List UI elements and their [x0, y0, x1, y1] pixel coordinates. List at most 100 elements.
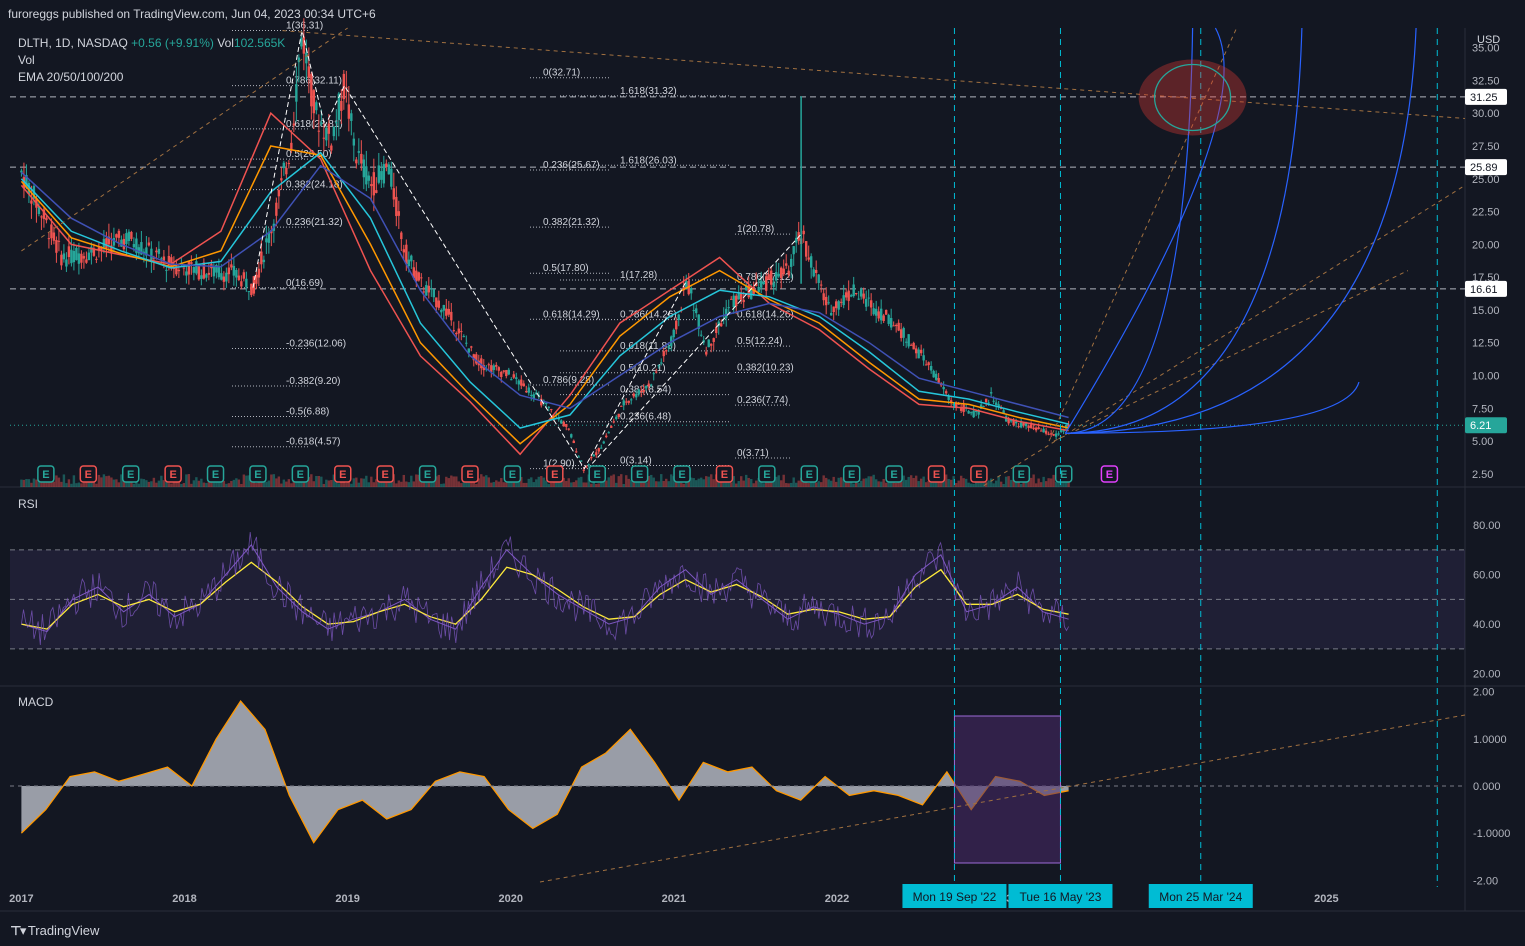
- candle-body: [317, 130, 321, 132]
- candle-body: [232, 265, 236, 276]
- candle-body: [212, 266, 216, 277]
- tradingview-brand[interactable]: ⊤▾ TradingView: [10, 923, 99, 939]
- volume-bar: [790, 482, 793, 487]
- volume-bar: [912, 478, 915, 487]
- rsi-tick-label: 80.00: [1473, 520, 1501, 532]
- fib-3-label: 1(17.28): [620, 270, 657, 281]
- candle-body: [110, 245, 113, 254]
- candle-body: [450, 311, 453, 321]
- volume-bar: [1042, 476, 1045, 487]
- volume-bar: [460, 483, 463, 487]
- volume-bar: [657, 481, 660, 487]
- volume-bar: [872, 474, 875, 487]
- volume-bar: [807, 483, 810, 487]
- volume-bar: [395, 483, 398, 487]
- candle-body: [327, 123, 331, 134]
- rsi-pane-label[interactable]: RSI: [18, 497, 39, 511]
- candle-body: [585, 465, 588, 468]
- candle-body: [512, 374, 515, 378]
- candle-body: [637, 389, 640, 395]
- time-marker-label: Mon 19 Sep '22: [913, 890, 997, 904]
- candle-body: [1039, 430, 1043, 432]
- candle-body: [382, 164, 386, 184]
- volume-bar: [470, 482, 473, 487]
- candle-body: [497, 367, 500, 371]
- ema-indicator-label[interactable]: EMA 20/50/100/200: [18, 70, 124, 84]
- time-tick-label: 2019: [335, 893, 359, 905]
- candle-body: [790, 258, 793, 267]
- earnings-marker-box: [588, 465, 606, 483]
- candle-body: [375, 190, 378, 193]
- candle-body: [600, 447, 603, 449]
- candle-body: [282, 162, 286, 169]
- earnings-marker-label: E: [424, 469, 431, 481]
- volume-bar: [612, 474, 615, 487]
- volume-bar: [185, 474, 188, 487]
- candle-body: [824, 296, 828, 306]
- candle-body: [732, 295, 735, 308]
- candle-body: [977, 409, 980, 415]
- volume-bar: [105, 476, 108, 487]
- volume-bar: [999, 481, 1003, 487]
- volume-bar: [70, 483, 73, 487]
- volume-bar: [700, 477, 703, 487]
- candle-body: [969, 412, 973, 414]
- earnings-marker-box: [291, 465, 310, 483]
- candle-body: [430, 288, 433, 290]
- candle-body: [777, 273, 780, 277]
- volume-bar: [949, 479, 953, 487]
- candle-body: [640, 390, 643, 392]
- volume-bar: [997, 476, 1000, 487]
- volume-bar: [902, 475, 905, 487]
- volume-bar: [495, 480, 498, 487]
- candle-body: [90, 246, 93, 253]
- candle-body: [147, 242, 151, 246]
- candle-body: [942, 387, 945, 390]
- volume-bar: [297, 478, 301, 487]
- volume-bar: [175, 479, 178, 487]
- candle-body: [597, 448, 600, 452]
- macd-line: [20, 700, 1069, 844]
- candle-body: [127, 231, 131, 241]
- candle-body: [562, 421, 565, 427]
- macd-pane-label[interactable]: MACD: [18, 695, 54, 709]
- price-tick-label: 10.00: [1472, 371, 1500, 383]
- candle-body: [809, 256, 813, 268]
- candle-body: [437, 300, 441, 308]
- volume-bar: [445, 476, 448, 487]
- volume-bar: [622, 483, 625, 487]
- vol-indicator-label[interactable]: Vol: [18, 53, 35, 67]
- candle-body: [909, 344, 913, 346]
- volume-bar: [767, 480, 770, 487]
- fib-2-label: 0.236(25.67): [543, 160, 600, 171]
- fib-2-label: 0.5(17.80): [543, 263, 589, 274]
- candle-body: [847, 290, 850, 301]
- volume-bar: [227, 483, 231, 487]
- candle-body: [882, 315, 885, 322]
- volume-bar: [85, 479, 88, 487]
- candle-body: [874, 308, 878, 316]
- candle-body: [132, 244, 136, 248]
- volume-bar: [25, 479, 28, 487]
- candle-body: [595, 452, 598, 456]
- candle-body: [1032, 427, 1035, 430]
- candle-body: [470, 346, 473, 348]
- volume-bar: [187, 474, 191, 487]
- candle-body: [807, 257, 810, 260]
- earnings-marker-label: E: [212, 469, 219, 481]
- volume-bar: [450, 475, 453, 487]
- candle-body: [760, 280, 763, 288]
- volume-bar: [147, 481, 151, 487]
- symbol-legend[interactable]: DLTH, 1D, NASDAQ +0.56 (+9.91%) Vol102.5…: [18, 36, 285, 50]
- volume-bar: [814, 482, 818, 487]
- volume-bar: [152, 477, 156, 487]
- volume-bar: [380, 481, 383, 487]
- volume-bar: [355, 477, 358, 487]
- volume-bar: [325, 479, 328, 487]
- candle-body: [622, 400, 625, 406]
- candle-body: [330, 145, 333, 151]
- candle-body: [262, 259, 266, 263]
- gann-arc: [1065, 27, 1417, 434]
- candle-body: [567, 428, 570, 430]
